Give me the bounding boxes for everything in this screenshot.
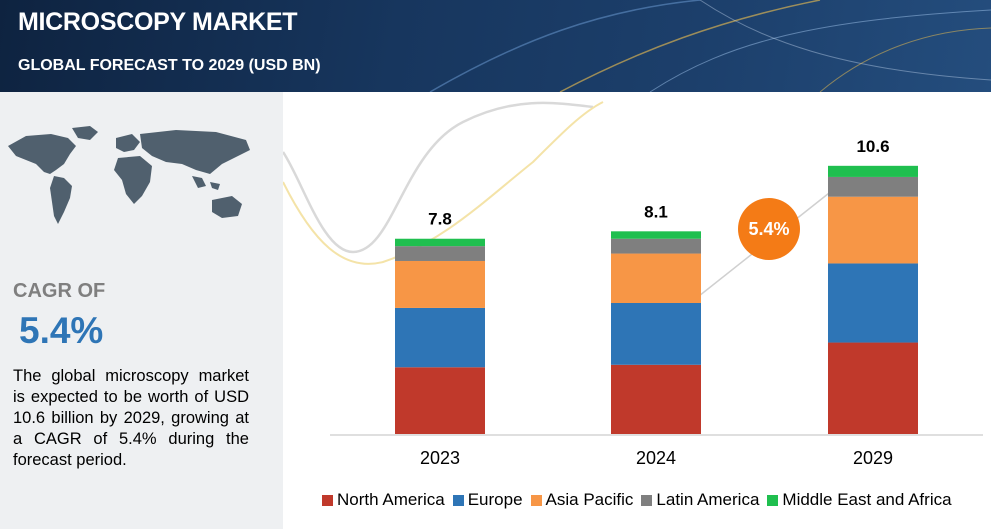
bar-segment-2024-north-america [611, 364, 701, 434]
bars-group: 7.8 2023 8.1 2024 10.6 2029 [395, 137, 918, 468]
bar-segment-2029-europe [828, 263, 918, 343]
bar-segment-2023-latin-america [395, 246, 485, 261]
x-tick-label-2023: 2023 [420, 448, 460, 468]
bar-segment-2029-north-america [828, 342, 918, 434]
legend-item-asia-pacific: Asia Pacific [530, 490, 634, 510]
world-map-icon [8, 126, 250, 224]
bar-segment-2023-middle-east-and-africa [395, 238, 485, 247]
page-title: MICROSCOPY MARKET [18, 8, 298, 36]
legend-swatch [641, 494, 653, 506]
bar-segment-2023-asia-pacific [395, 260, 485, 308]
legend-label: North America [337, 490, 445, 509]
cagr-bubble: 5.4% [738, 198, 800, 260]
legend-label: Europe [467, 490, 523, 509]
legend-swatch [767, 494, 779, 506]
page-subtitle: GLOBAL FORECAST TO 2029 (USD BN) [18, 57, 321, 74]
bar-segment-2023-europe [395, 307, 485, 368]
bar-total-label-2023: 7.8 [428, 210, 452, 229]
bar-segment-2024-asia-pacific [611, 253, 701, 303]
bar-segment-2024-latin-america [611, 238, 701, 254]
legend-label: Latin America [656, 490, 760, 509]
x-tick-label-2029: 2029 [853, 448, 893, 468]
bar-segment-2029-middle-east-and-africa [828, 165, 918, 177]
header-banner: MICROSCOPY MARKET GLOBAL FORECAST TO 202… [0, 0, 991, 92]
decorative-curve-yellow [283, 101, 604, 265]
legend-item-latin-america: Latin America [641, 490, 759, 510]
bar-total-label-2029: 10.6 [856, 137, 889, 156]
legend-item-north-america: North America [322, 490, 445, 510]
legend-label: Asia Pacific [545, 490, 634, 509]
market-description: The global microscopy market is expected… [13, 367, 249, 469]
x-tick-label-2024: 2024 [636, 448, 676, 468]
bar-segment-2029-latin-america [828, 176, 918, 197]
bar-segment-2024-middle-east-and-africa [611, 231, 701, 239]
legend-item-europe: Europe [452, 490, 523, 510]
cagr-value: 5.4% [19, 310, 104, 351]
cagr-label: CAGR OF [13, 280, 106, 302]
stacked-bar-chart: 7.8 2023 8.1 2024 10.6 2029 [283, 101, 983, 468]
legend-item-middle-east-and-africa: Middle East and Africa [767, 490, 952, 510]
chart-legend: North America Europe Asia Pacific Latin Ame… [322, 490, 960, 510]
bar-segment-2023-north-america [395, 367, 485, 434]
legend-swatch [452, 494, 464, 506]
decorative-curve-grey [283, 101, 594, 254]
legend-label: Middle East and Africa [782, 490, 952, 509]
bar-total-label-2024: 8.1 [644, 202, 668, 221]
bar-segment-2024-europe [611, 303, 701, 365]
legend-swatch [322, 494, 333, 506]
banner-light-streaks [429, 0, 991, 92]
bar-segment-2029-asia-pacific [828, 196, 918, 264]
legend-swatch [530, 494, 542, 506]
